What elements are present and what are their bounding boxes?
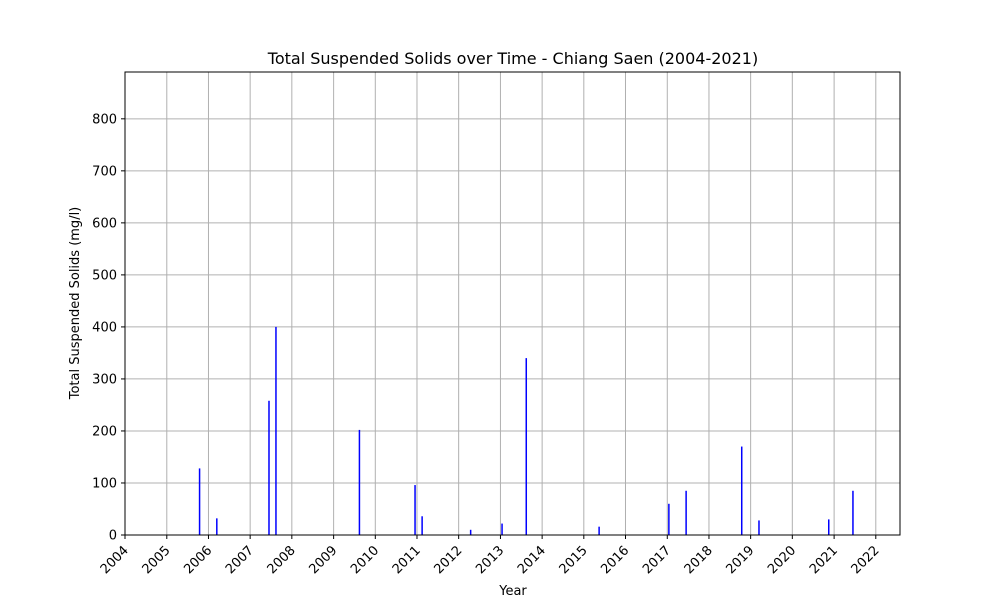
chart-title: Total Suspended Solids over Time - Chian… [267,49,758,68]
x-tick-label: 2012 [431,543,465,577]
bar [216,518,218,535]
x-tick-label: 2021 [807,543,841,577]
x-tick-label: 2007 [223,543,257,577]
x-tick-label: 2022 [849,543,883,577]
y-tick-label: 0 [109,529,117,544]
x-tick-label: 2018 [682,543,716,577]
x-tick-label: 2005 [140,543,174,577]
bar [275,326,277,535]
y-tick-label: 200 [92,424,117,439]
y-tick-label: 800 [92,112,117,127]
bar [685,490,687,535]
x-tick-label: 2006 [181,543,215,577]
x-tick-label: 2016 [598,543,632,577]
bar [598,526,600,535]
y-tick-label: 700 [92,164,117,179]
y-tick-label: 100 [92,476,117,491]
x-tick-label: 2009 [306,543,340,577]
x-tick-label: 2015 [557,543,591,577]
bar [414,485,416,535]
bar [668,503,670,535]
bar [469,529,472,535]
bar [525,358,528,535]
grid [124,72,900,536]
x-tick-label: 2017 [640,543,674,577]
bar [198,468,201,535]
bar [268,400,270,535]
bar [358,429,361,535]
x-tick-label: 2004 [98,543,132,577]
x-axis-ticks: 2004 2005 2006 2007 2008 2009 2010 2011 2012 2013… [98,535,883,577]
y-axis-label: Total Suspended Solids (mg/l) [68,207,83,401]
x-tick-label: 2010 [348,543,382,577]
bar [828,519,830,535]
x-tick-label: 2014 [515,543,549,577]
bar [852,490,854,535]
x-tick-label: 2019 [723,543,757,577]
x-tick-label: 2013 [473,543,507,577]
y-axis-ticks: 0 100 200 300 400 500 600 700 800 [92,112,125,544]
plot-frame [124,71,901,536]
bars [198,326,854,535]
y-tick-label: 300 [92,372,117,387]
x-tick-label: 2011 [390,543,424,577]
x-axis-label: Year [498,584,527,599]
y-tick-label: 600 [92,216,117,231]
bar [421,516,423,535]
bar [740,446,743,535]
x-tick-label: 2020 [765,543,799,577]
y-tick-label: 500 [92,268,117,283]
y-tick-label: 400 [92,320,117,335]
bar [501,523,503,535]
bar [758,520,760,535]
x-tick-label: 2008 [265,543,299,577]
